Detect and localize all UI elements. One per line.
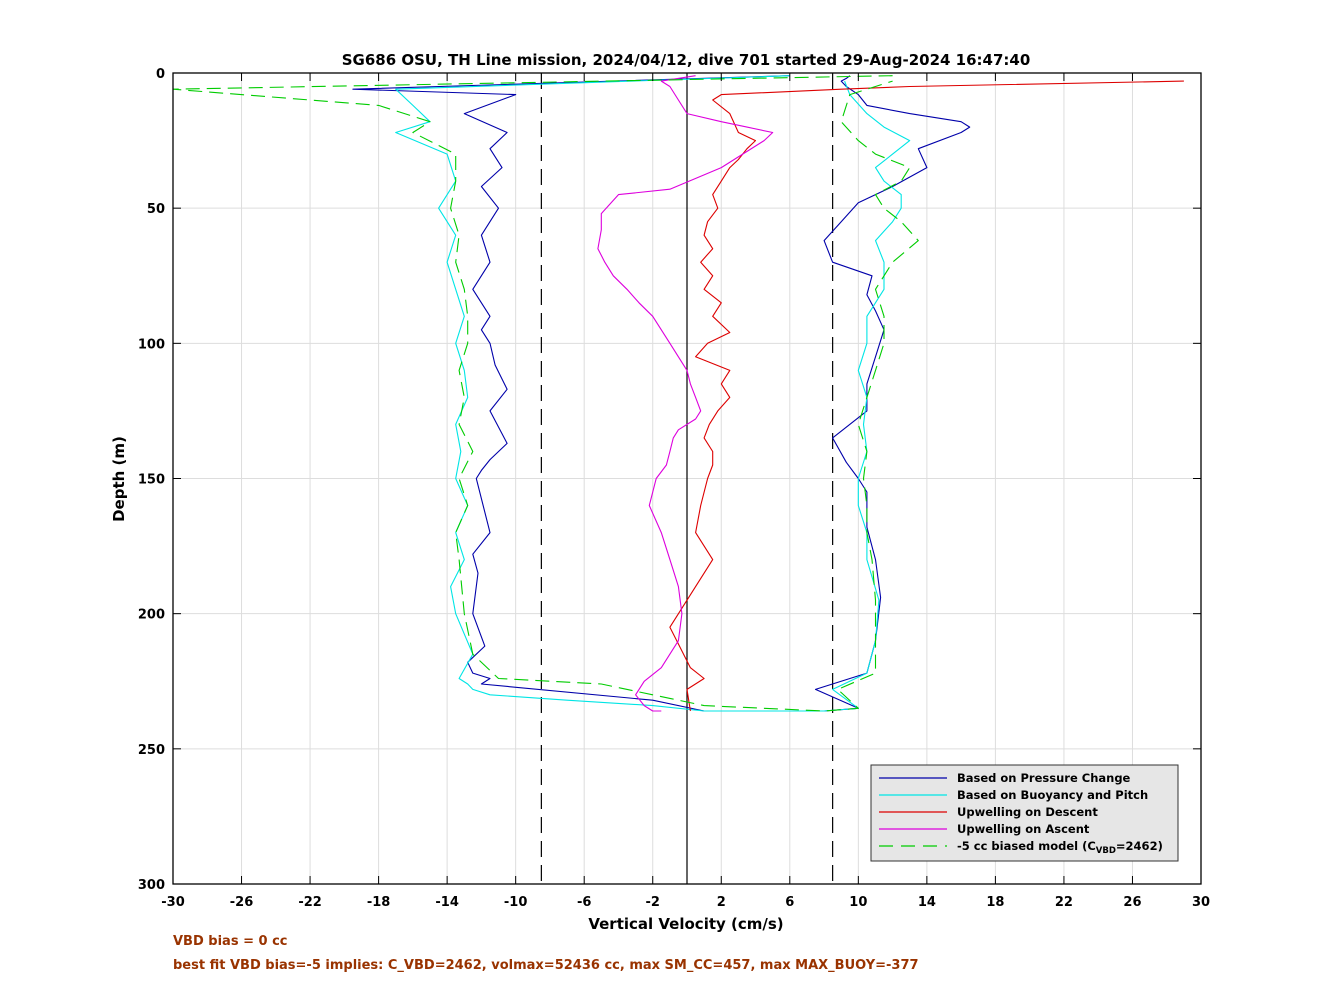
- x-tick-label: -18: [367, 895, 391, 910]
- x-tick-label: 10: [849, 895, 867, 910]
- y-tick-label: 0: [156, 67, 165, 82]
- legend-label: Based on Buoyancy and Pitch: [957, 788, 1148, 802]
- x-tick-label: -30: [161, 895, 185, 910]
- legend-label-subscript: VBD: [1096, 846, 1116, 856]
- x-tick-label: -14: [435, 895, 459, 910]
- x-tick-label: 2: [717, 895, 726, 910]
- legend-label-suffix: =2462): [1116, 839, 1163, 853]
- x-tick-label: -6: [577, 895, 591, 910]
- y-tick-label: 150: [138, 473, 165, 488]
- best-fit-note: best fit VBD bias=-5 implies: C_VBD=2462…: [173, 958, 919, 973]
- legend: Based on Pressure Change Based on Buoyanc…: [870, 764, 1179, 862]
- legend-label: Upwelling on Descent: [957, 805, 1098, 819]
- y-tick-label: 300: [138, 878, 165, 893]
- x-tick-label: -2: [646, 895, 660, 910]
- x-tick-label: 18: [986, 895, 1004, 910]
- chart-title: SG686 OSU, TH Line mission, 2024/04/12, …: [342, 51, 1031, 69]
- x-axis-label: Vertical Velocity (cm/s): [588, 915, 783, 933]
- legend-box: [870, 764, 1179, 862]
- x-tick-label: -22: [298, 895, 322, 910]
- x-tick-label: 26: [1123, 895, 1141, 910]
- legend-label: Upwelling on Ascent: [957, 822, 1090, 836]
- x-tick-label: 22: [1055, 895, 1073, 910]
- axis-ticks: -30 -26 -22 -18 -14 -10 -6 -2 2 6 10 14 18 22 26 300501…: [138, 67, 1210, 910]
- x-tick-label: 6: [785, 895, 794, 910]
- x-tick-label: -26: [230, 895, 254, 910]
- series-line-2: [395, 75, 911, 712]
- series-line-5: [172, 75, 919, 712]
- x-tick-label: 30: [1192, 895, 1210, 910]
- x-tick-label: -10: [504, 895, 528, 910]
- x-tick-label: 14: [918, 895, 936, 910]
- series-line-3: [669, 80, 1184, 712]
- data-series: [172, 75, 1184, 712]
- y-tick-label: 100: [138, 337, 165, 352]
- y-tick-label: 50: [147, 202, 165, 217]
- y-tick-label: 200: [138, 608, 165, 623]
- y-axis-label: Depth (m): [110, 436, 128, 522]
- vbd-bias-note: VBD bias = 0 cc: [173, 934, 288, 949]
- series-line-4: [597, 75, 774, 712]
- y-tick-label: 250: [138, 743, 165, 758]
- reference-lines: [540, 73, 834, 884]
- legend-label: Based on Pressure Change: [957, 771, 1131, 785]
